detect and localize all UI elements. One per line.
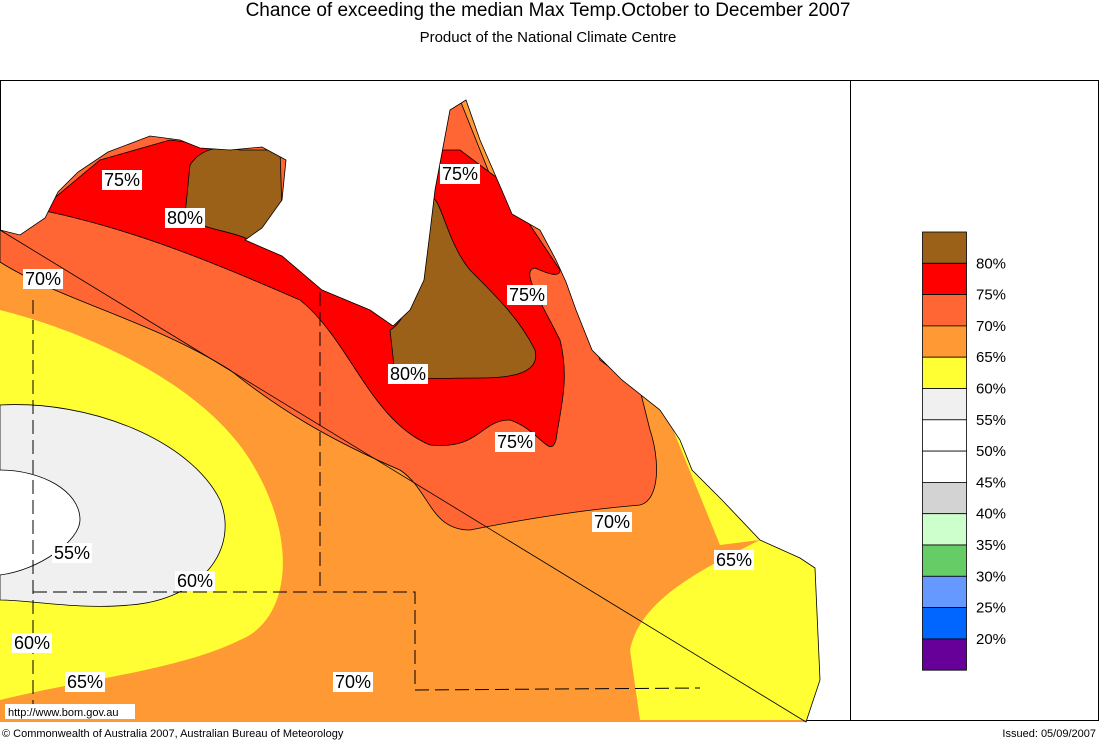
legend-label: 65% — [976, 349, 1006, 366]
legend-swatch — [922, 450, 967, 483]
legend-label: 20% — [976, 631, 1006, 648]
contour-label: 75% — [439, 164, 481, 184]
contour-value: 60% — [177, 571, 213, 591]
contour-value: 55% — [54, 543, 90, 563]
contour-value: 75% — [442, 164, 478, 184]
label-box — [174, 571, 216, 591]
zone-60 — [0, 310, 820, 720]
contour-value: 80% — [167, 208, 203, 228]
legend-swatch — [922, 481, 967, 515]
contour-value: 60% — [14, 633, 50, 653]
label-box — [506, 285, 548, 305]
legend-label: 80% — [976, 255, 1006, 272]
legend-label: 50% — [976, 443, 1006, 460]
legend-swatch — [922, 262, 967, 295]
legend-label: 60% — [976, 381, 1006, 398]
label-box — [332, 672, 374, 692]
subtitle: Product of the National Climate Centre — [420, 29, 677, 46]
url: http://www.bom.gov.au — [8, 707, 118, 719]
contour-label: 65% — [713, 550, 755, 570]
contour-label: 75% — [506, 285, 548, 305]
border — [33, 591, 701, 691]
contour-label: 70% — [22, 269, 64, 289]
legend-swatch — [922, 638, 967, 671]
legend-label: 75% — [976, 287, 1006, 304]
label-box — [64, 672, 106, 692]
contour-label: 80% — [164, 208, 206, 228]
legend-label: 45% — [976, 474, 1006, 491]
label-box — [387, 364, 429, 384]
legend-label: 35% — [976, 537, 1006, 554]
legend-label: 30% — [976, 568, 1006, 585]
contour-value: 70% — [335, 672, 371, 692]
legend-swatch — [922, 388, 967, 421]
contour-value: 75% — [497, 432, 533, 452]
contour-value: 70% — [25, 269, 61, 289]
contour-value: 65% — [67, 672, 103, 692]
legend: 80% 75% 70% 65% 60% 55% 50% 45% 40% 35% 30% 25% 20% — [922, 231, 1006, 671]
contour-label: 60% — [11, 633, 53, 653]
contour-value: 70% — [594, 512, 630, 532]
contour-value: 80% — [390, 364, 426, 384]
contour-label: 60% — [174, 571, 216, 591]
legend-label: 55% — [976, 412, 1006, 429]
label-box — [11, 633, 53, 653]
legend-swatch — [922, 419, 967, 452]
legend-swatch — [922, 294, 967, 327]
legend-swatch — [922, 575, 967, 608]
label-box — [439, 164, 481, 184]
legend-swatch — [922, 544, 967, 577]
legend-swatch — [922, 325, 967, 358]
legend-swatch — [922, 356, 967, 389]
legend-label: 70% — [976, 318, 1006, 335]
copyright: © Commonwealth of Australia 2007, Austra… — [2, 728, 344, 740]
legend-swatch — [922, 231, 967, 264]
title: Chance of exceeding the median Max Temp.… — [246, 0, 851, 21]
legend-label: 40% — [976, 506, 1006, 523]
contour-label: 75% — [101, 170, 143, 190]
legend-swatch — [922, 513, 967, 546]
contour-label: 80% — [387, 364, 429, 384]
legend-label: 25% — [976, 600, 1006, 617]
label-box — [101, 170, 143, 190]
label-box — [22, 269, 64, 289]
legend-swatch — [922, 607, 967, 640]
contour-value: 65% — [716, 550, 752, 570]
contour-labels: 75% 80% 70% 75% 75% 80% 75% 70% 65% 55% 60% 60% 65% 7… — [11, 164, 755, 692]
contour-value: 75% — [509, 285, 545, 305]
issued: Issued: 05/09/2007 — [1002, 728, 1096, 740]
label-box — [713, 550, 755, 570]
contour-label: 70% — [332, 672, 374, 692]
url-box — [5, 704, 135, 719]
coastline — [0, 99, 821, 723]
label-box — [494, 432, 536, 452]
label-box — [164, 208, 206, 228]
contour-value: 75% — [104, 170, 140, 190]
contour-label: 75% — [494, 432, 536, 452]
contour-label: 70% — [591, 512, 633, 532]
label-box — [51, 543, 93, 563]
label-box — [591, 512, 633, 532]
contour-label: 55% — [51, 543, 93, 563]
contour-label: 65% — [64, 672, 106, 692]
